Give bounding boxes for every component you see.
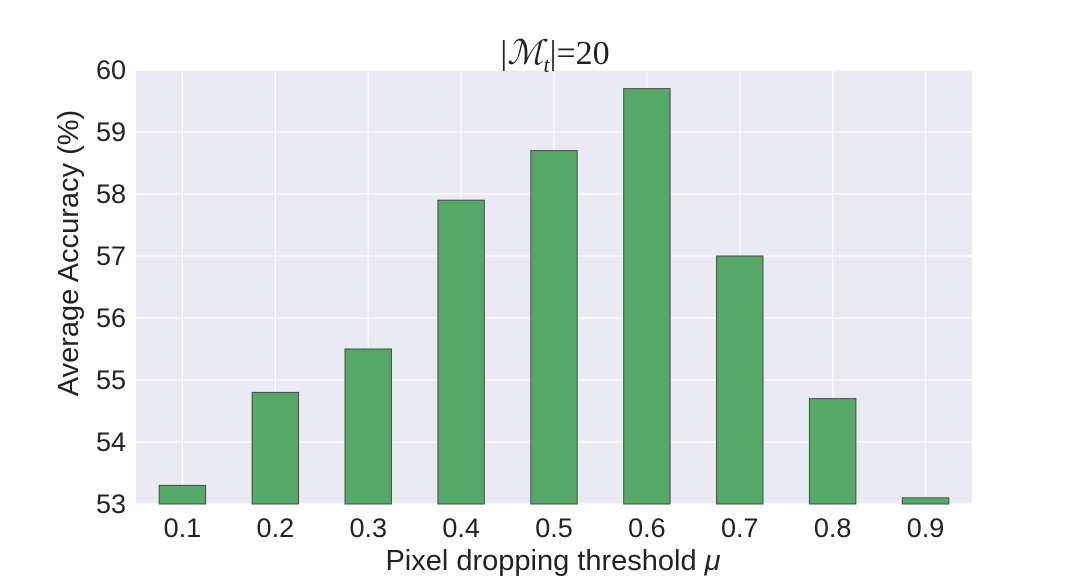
x-tick-label: 0.8 bbox=[814, 513, 852, 543]
bars bbox=[158, 88, 950, 505]
x-axis-label: Pixel dropping threshold μ bbox=[385, 545, 720, 576]
x-tick-label: 0.9 bbox=[907, 513, 945, 543]
y-axis-label: Average Accuracy (%) bbox=[53, 110, 85, 396]
y-tick-label: 53 bbox=[96, 489, 126, 519]
x-tick-label: 0.1 bbox=[164, 513, 202, 543]
bar-0.2 bbox=[251, 391, 300, 505]
bar-0.1 bbox=[158, 484, 207, 505]
bar-0.6 bbox=[623, 88, 671, 505]
x-tick-label: 0.6 bbox=[628, 513, 666, 543]
y-tick-label: 56 bbox=[96, 303, 126, 333]
x-tick-label: 0.4 bbox=[442, 513, 480, 543]
bar-0.9 bbox=[901, 497, 950, 505]
y-tick-labels: 53 54 55 56 57 58 59 60 bbox=[96, 55, 126, 519]
bar-0.8 bbox=[808, 398, 857, 505]
y-tick-label: 59 bbox=[96, 117, 126, 147]
bar-0.3 bbox=[344, 348, 392, 505]
y-tick-label: 54 bbox=[96, 427, 126, 457]
x-tick-label: 0.3 bbox=[349, 513, 387, 543]
y-tick-label: 55 bbox=[96, 365, 126, 395]
bar-0.7 bbox=[716, 255, 764, 505]
y-tick-label: 60 bbox=[96, 55, 126, 85]
x-tick-label: 0.2 bbox=[257, 513, 295, 543]
x-tick-label: 0.7 bbox=[721, 513, 759, 543]
bar-0.4 bbox=[437, 199, 485, 505]
x-tick-labels: 0.1 0.2 0.3 0.4 0.5 0.6 0.7 0.8 0.9 bbox=[164, 513, 945, 543]
bar-0.5 bbox=[530, 150, 578, 505]
y-tick-label: 58 bbox=[96, 179, 126, 209]
y-tick-label: 57 bbox=[96, 241, 126, 271]
chart-title: |ℳt|=20 bbox=[500, 35, 609, 77]
x-tick-label: 0.5 bbox=[535, 513, 573, 543]
